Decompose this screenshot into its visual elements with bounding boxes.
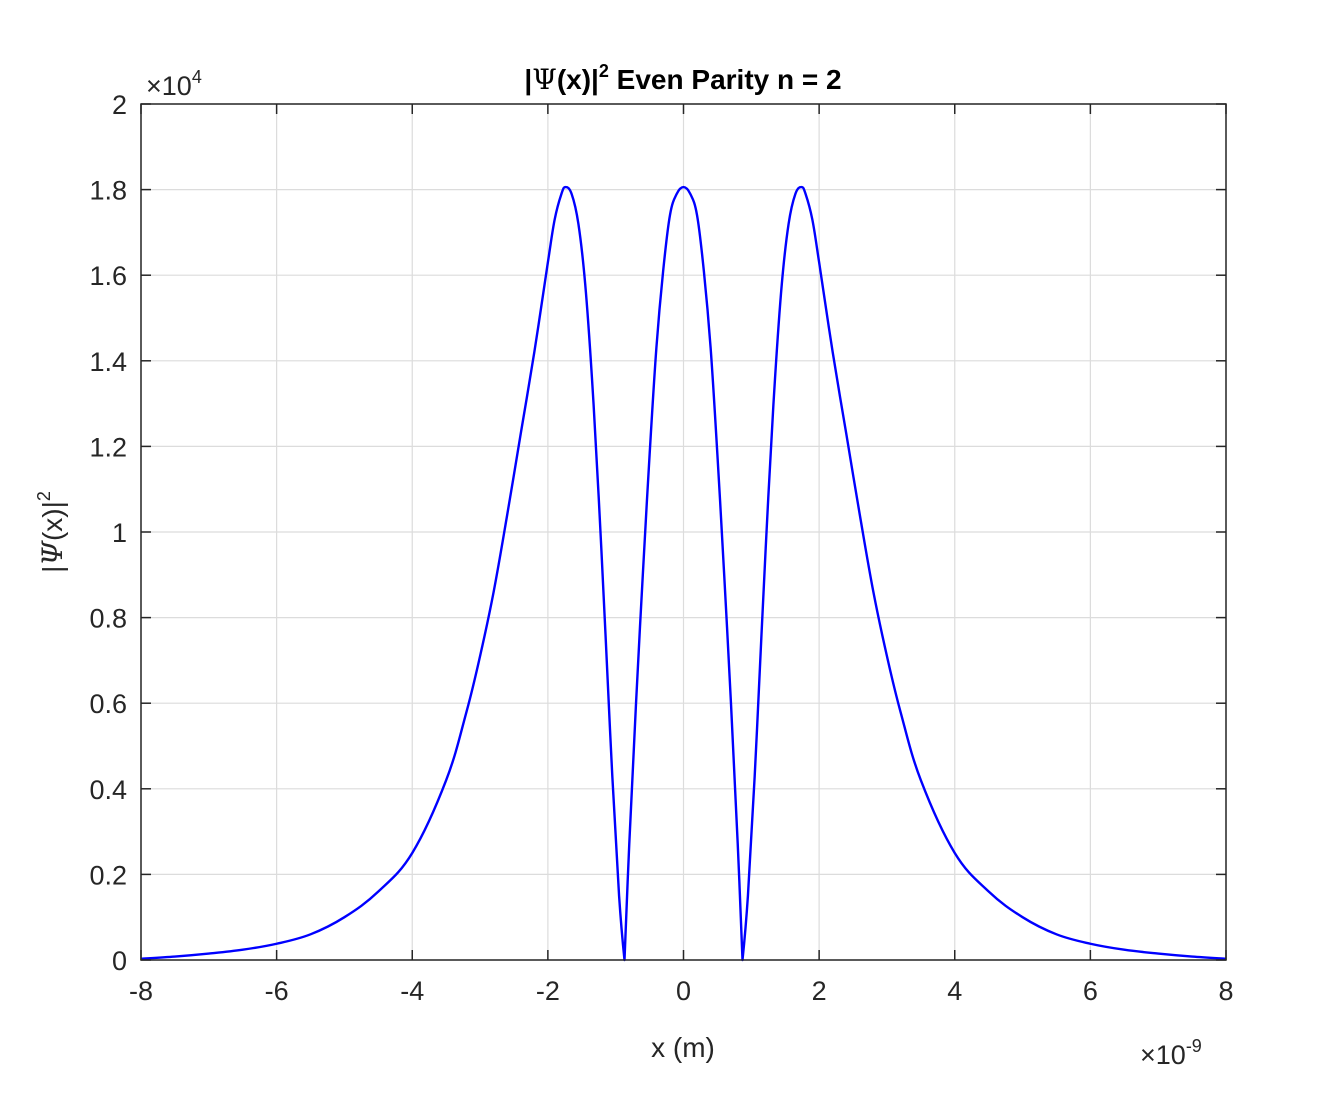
x-tick-label: -8 (129, 976, 153, 1006)
series-layer (140, 185, 1227, 962)
grid-lines (140, 103, 1227, 961)
y-tick-label: 0.4 (89, 775, 127, 805)
x-tick-label: -6 (265, 976, 289, 1006)
x-tick-label: 0 (676, 976, 691, 1006)
y-tick-label: 0.8 (89, 604, 127, 634)
y-tick-label: 2 (112, 90, 127, 120)
x-tick-label: 2 (812, 976, 827, 1006)
ticks (140, 103, 1227, 961)
y-tick-label: 1.2 (89, 432, 127, 462)
series-line-0 (140, 185, 1227, 962)
y-tick-label: 0.6 (89, 689, 127, 719)
x-tick-label: -2 (536, 976, 560, 1006)
x-tick-label: 8 (1218, 976, 1233, 1006)
y-axis-exponent: ×104 (146, 67, 202, 101)
chart-title: |Ψ(x)|2 Even Parity n = 2 (524, 61, 841, 96)
y-tick-label: 0.2 (89, 860, 127, 890)
y-axis-label: |Ψ(x)|2 (34, 491, 69, 573)
x-tick-label: 4 (947, 976, 962, 1006)
y-tick-label: 1.6 (89, 261, 127, 291)
y-tick-label: 0 (112, 946, 127, 976)
y-tick-label: 1.8 (89, 176, 127, 206)
x-axis-exponent: ×10-9 (1140, 1036, 1202, 1070)
tick-labels: -8 -6 -4 -2 0 2 4 6 8 0 0.2 0.4 0.6 0.8 1 1.2 1.4 1.6 1.8 2 (89, 90, 1233, 1006)
x-axis-label: x (m) (651, 1032, 715, 1063)
x-tick-label: 6 (1083, 976, 1098, 1006)
x-tick-label: -4 (400, 976, 424, 1006)
y-tick-label: 1 (112, 518, 127, 548)
y-tick-label: 1.4 (89, 347, 127, 377)
